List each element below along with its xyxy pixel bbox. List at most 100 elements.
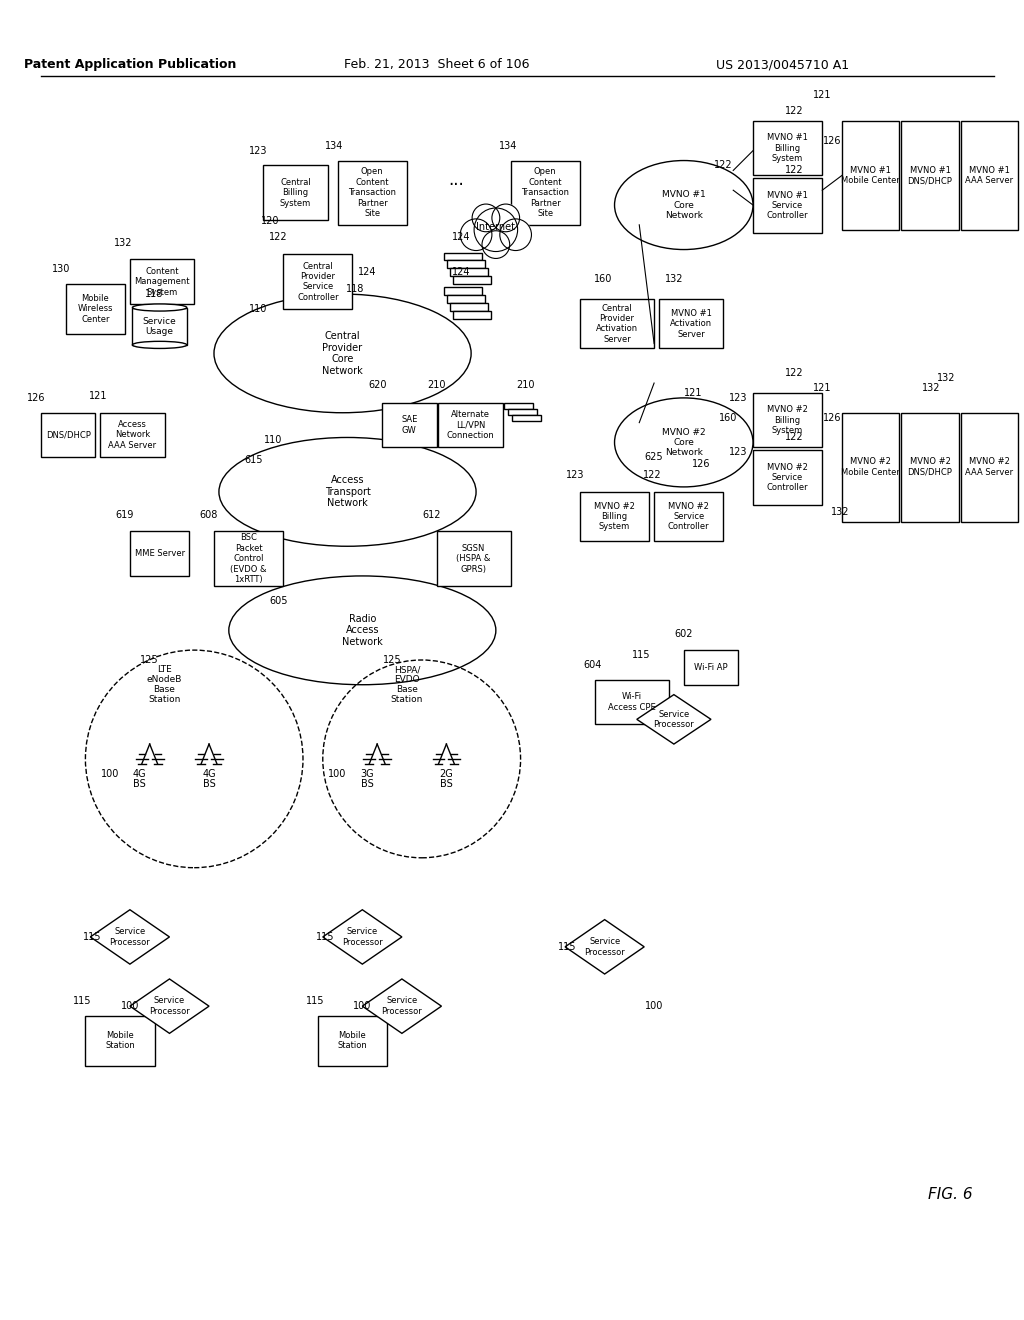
Text: Internet: Internet (476, 222, 515, 232)
Text: 134: 134 (325, 141, 343, 150)
Text: 115: 115 (315, 932, 334, 942)
Text: MVNO #2
Service
Controller: MVNO #2 Service Controller (668, 502, 710, 532)
FancyBboxPatch shape (214, 532, 284, 586)
Text: Service
Processor: Service Processor (110, 927, 151, 946)
FancyBboxPatch shape (595, 680, 669, 725)
Text: Service
Processor: Service Processor (585, 937, 625, 957)
Text: Radio
Access
Network: Radio Access Network (342, 614, 383, 647)
Text: SAE
GW: SAE GW (401, 416, 418, 434)
Text: Station: Station (148, 696, 180, 704)
Text: 604: 604 (584, 660, 602, 671)
Text: 126: 126 (823, 413, 842, 422)
Circle shape (460, 219, 492, 251)
FancyBboxPatch shape (263, 165, 328, 220)
FancyBboxPatch shape (753, 121, 822, 176)
Circle shape (482, 231, 510, 259)
Text: 612: 612 (422, 510, 440, 520)
FancyBboxPatch shape (284, 255, 352, 309)
FancyBboxPatch shape (436, 532, 511, 586)
Text: 625: 625 (645, 453, 664, 462)
FancyBboxPatch shape (842, 121, 899, 230)
Text: 4G: 4G (133, 768, 146, 779)
Text: 130: 130 (51, 264, 70, 275)
Text: 132: 132 (665, 275, 683, 284)
Text: 121: 121 (684, 388, 702, 397)
Text: 619: 619 (116, 510, 134, 520)
FancyBboxPatch shape (753, 450, 822, 504)
Text: ...: ... (449, 172, 464, 189)
Ellipse shape (214, 294, 471, 413)
Text: 120: 120 (261, 216, 280, 226)
Text: MME Server: MME Server (134, 549, 184, 558)
Text: Service
Usage: Service Usage (142, 317, 176, 335)
Text: 123: 123 (729, 447, 748, 457)
Text: 605: 605 (269, 595, 288, 606)
Text: 160: 160 (594, 275, 612, 284)
Text: MVNO #1
Service
Controller: MVNO #1 Service Controller (767, 190, 808, 220)
Ellipse shape (614, 161, 753, 249)
Text: Base: Base (154, 685, 175, 694)
FancyBboxPatch shape (511, 161, 580, 224)
Text: 620: 620 (368, 380, 386, 389)
Text: MVNO #1
Billing
System: MVNO #1 Billing System (767, 133, 808, 164)
Ellipse shape (614, 397, 753, 487)
Text: 100: 100 (121, 1001, 139, 1011)
Text: 125: 125 (383, 655, 401, 665)
FancyBboxPatch shape (130, 532, 189, 576)
Text: 123: 123 (565, 470, 585, 480)
Text: 121: 121 (89, 391, 108, 401)
FancyBboxPatch shape (454, 276, 490, 284)
Text: 115: 115 (632, 649, 650, 660)
FancyBboxPatch shape (444, 252, 482, 260)
FancyBboxPatch shape (338, 161, 407, 224)
Text: MVNO #2
Mobile Center: MVNO #2 Mobile Center (842, 458, 900, 477)
FancyBboxPatch shape (504, 403, 534, 409)
Text: 210: 210 (427, 380, 445, 389)
Text: Wi-Fi
Access CPE: Wi-Fi Access CPE (608, 692, 655, 711)
FancyBboxPatch shape (753, 178, 822, 232)
FancyBboxPatch shape (961, 121, 1018, 230)
Text: 122: 122 (785, 106, 804, 116)
FancyBboxPatch shape (901, 413, 958, 521)
Polygon shape (323, 909, 401, 964)
Text: Patent Application Publication: Patent Application Publication (24, 58, 237, 71)
Text: 210: 210 (516, 380, 535, 389)
Text: BS: BS (203, 779, 215, 788)
Text: 122: 122 (714, 161, 732, 170)
Text: 115: 115 (305, 997, 325, 1006)
Text: 124: 124 (452, 232, 470, 242)
Text: Central
Billing
System: Central Billing System (280, 178, 311, 207)
Text: DNS/DHCP: DNS/DHCP (46, 430, 90, 440)
FancyBboxPatch shape (659, 300, 723, 348)
FancyBboxPatch shape (454, 312, 490, 319)
FancyBboxPatch shape (317, 1016, 387, 1065)
Text: 608: 608 (200, 510, 218, 520)
FancyBboxPatch shape (512, 414, 542, 421)
Text: Central
Provider
Activation
Server: Central Provider Activation Server (596, 304, 638, 343)
Circle shape (500, 219, 531, 251)
Text: Service
Processor: Service Processor (342, 927, 383, 946)
Text: BSC
Packet
Control
(EVDO &
1xRTT): BSC Packet Control (EVDO & 1xRTT) (230, 533, 267, 583)
FancyBboxPatch shape (842, 413, 899, 521)
Text: FIG. 6: FIG. 6 (929, 1187, 973, 1201)
FancyBboxPatch shape (447, 260, 485, 268)
FancyBboxPatch shape (580, 492, 649, 541)
Text: 615: 615 (245, 455, 263, 465)
Text: 110: 110 (249, 304, 267, 314)
Text: 123: 123 (249, 145, 267, 156)
Text: MVNO #2
Billing
System: MVNO #2 Billing System (594, 502, 635, 532)
Text: 132: 132 (922, 383, 940, 393)
Text: Content
Management
System: Content Management System (134, 267, 189, 297)
Circle shape (474, 209, 517, 252)
Text: 124: 124 (452, 267, 470, 277)
Polygon shape (637, 694, 711, 744)
Text: MVNO #2
Service
Controller: MVNO #2 Service Controller (767, 462, 808, 492)
Text: 126: 126 (692, 459, 711, 469)
Text: 115: 115 (558, 942, 577, 952)
Text: 123: 123 (729, 393, 748, 403)
Text: 3G: 3G (360, 768, 374, 779)
FancyBboxPatch shape (130, 260, 195, 304)
Text: 160: 160 (719, 413, 737, 422)
Text: BS: BS (440, 779, 453, 788)
Text: MVNO #2
Billing
System: MVNO #2 Billing System (767, 405, 808, 436)
